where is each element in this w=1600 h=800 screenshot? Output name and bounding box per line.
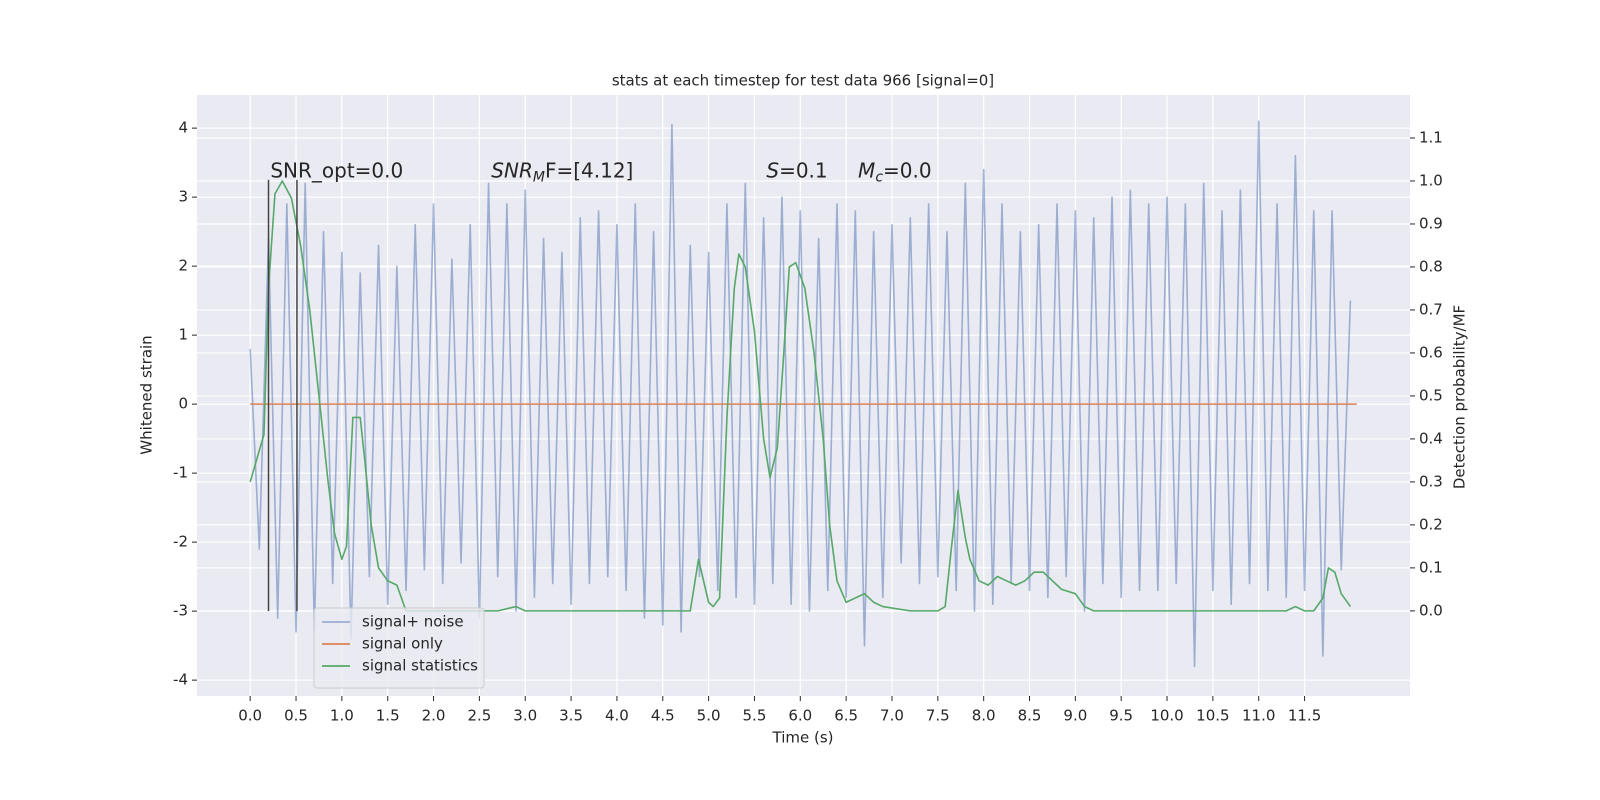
y-tick-label: 3 (178, 188, 188, 206)
chart-title: stats at each timestep for test data 966… (612, 72, 994, 90)
x-tick-label: 7.0 (880, 707, 904, 725)
x-tick-label: 4.0 (605, 707, 629, 725)
annotation-part: F=[4.12] (545, 158, 633, 182)
y2-tick-label: 0.1 (1419, 558, 1443, 576)
x-tick-label: 5.5 (743, 707, 767, 725)
x-axis-label: Time (s) (772, 729, 834, 747)
series-line (249, 180, 1352, 612)
y2-tick-label: 0.6 (1419, 343, 1443, 361)
x-tick-label: 7.5 (926, 707, 950, 725)
y2-tick-label: 0.8 (1419, 257, 1443, 275)
y-tick-label: -2 (173, 533, 188, 551)
y-tick-label: 1 (178, 326, 188, 344)
legend-label: signal only (362, 635, 443, 653)
legend-label: signal statistics (362, 657, 478, 675)
legend: signal+ noise signal only signal statistic… (313, 607, 485, 689)
marks (249, 120, 1357, 668)
annotation-part: =0.1 (779, 158, 828, 182)
y2-axis-label: Detection probability/MF (1451, 305, 1469, 489)
annotation: SNRMF=[4.12] (491, 158, 633, 186)
x-tick-label: 9.0 (1063, 707, 1087, 725)
annotation-part: M (858, 158, 875, 182)
y2-tick-label: 0.2 (1419, 515, 1443, 533)
series-line (249, 120, 1352, 668)
y-tick-label: -1 (173, 464, 188, 482)
y2-tick-label: 0.0 (1419, 601, 1443, 619)
y-tick-label: 2 (178, 257, 188, 275)
x-tick-label: 8.5 (1018, 707, 1042, 725)
y-tick-label: 4 (178, 119, 188, 137)
y2-tick-label: 0.4 (1419, 429, 1443, 447)
y2-tick-label: 1.0 (1419, 171, 1443, 189)
x-tick-label: 9.5 (1109, 707, 1133, 725)
y-axis-label: Whitened strain (138, 335, 156, 454)
legend-box (313, 607, 485, 689)
x-tick-label: 3.0 (513, 707, 537, 725)
y2-tick-label: 0.7 (1419, 300, 1443, 318)
y2-tick-label: 0.9 (1419, 214, 1443, 232)
x-tick-label: 6.0 (788, 707, 812, 725)
x-tick-label: 4.5 (651, 707, 675, 725)
annotation: S=0.1 (766, 158, 827, 182)
annotation: SNR_opt=0.0 (270, 158, 403, 182)
x-tick-label: 11.0 (1242, 707, 1275, 725)
annotation-part: SNR_opt=0.0 (270, 158, 403, 182)
annotation-part: =0.0 (883, 158, 932, 182)
annotation-part: c (875, 169, 883, 185)
annotation: Mc=0.0 (858, 158, 932, 186)
x-tick-label: 2.0 (422, 707, 446, 725)
x-tick-label: 2.5 (467, 707, 491, 725)
x-tick-label: 0.5 (284, 707, 308, 725)
annotation-part: SNR (491, 158, 533, 182)
x-tick-label: 1.0 (330, 707, 354, 725)
x-tick-label: 3.5 (559, 707, 583, 725)
legend-label: signal+ noise (362, 613, 464, 631)
y2-tick-label: 0.3 (1419, 472, 1443, 490)
y-tick-label: -3 (173, 602, 188, 620)
y-tick-label: 0 (178, 395, 188, 413)
x-tick-label: 11.5 (1288, 707, 1321, 725)
y2-tick-label: 0.5 (1419, 386, 1443, 404)
y-tick-label: -4 (173, 671, 188, 689)
y2-tick-label: 1.1 (1419, 128, 1443, 146)
annotation-part: M (533, 169, 545, 185)
x-tick-label: 6.5 (834, 707, 858, 725)
x-tick-label: 1.5 (376, 707, 400, 725)
annotation-part: S (766, 158, 779, 182)
x-tick-label: 8.0 (972, 707, 996, 725)
x-tick-label: 0.0 (238, 707, 262, 725)
x-tick-label: 10.0 (1150, 707, 1183, 725)
x-tick-label: 10.5 (1196, 707, 1229, 725)
x-tick-label: 5.0 (697, 707, 721, 725)
